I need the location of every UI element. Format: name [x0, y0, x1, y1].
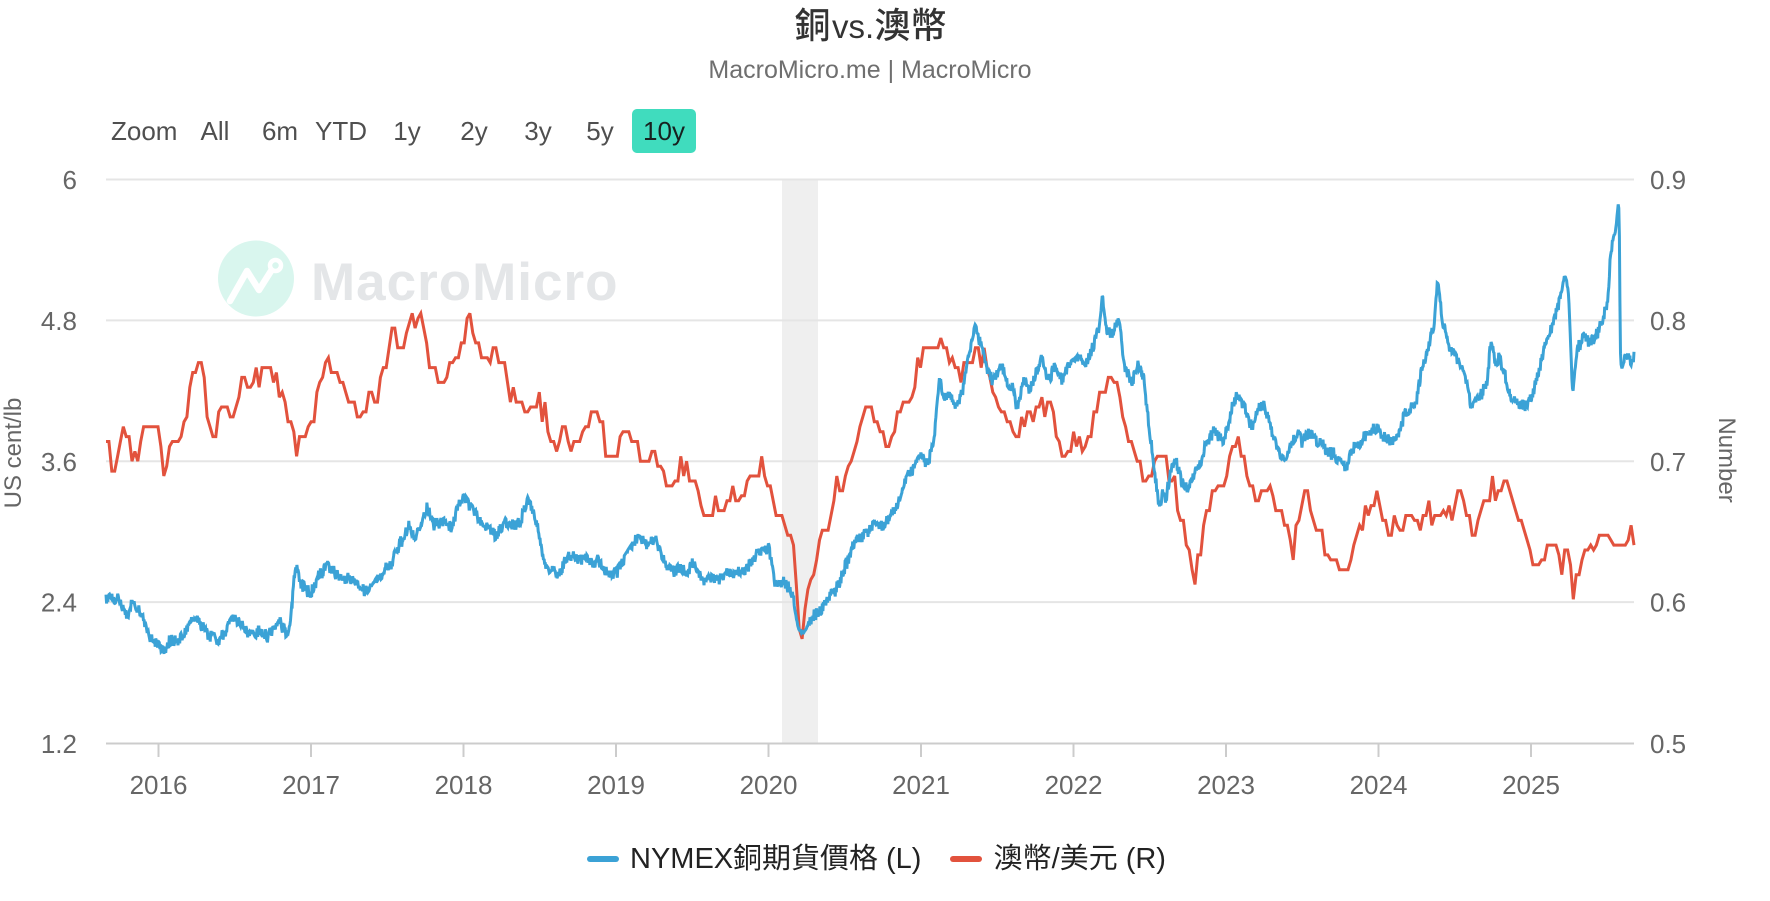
svg-text:2023: 2023 [1197, 770, 1255, 800]
svg-text:Number: Number [1713, 417, 1740, 502]
svg-text:3.6: 3.6 [41, 447, 77, 477]
svg-text:/: / [1052, 843, 1061, 875]
svg-text:0.7: 0.7 [1650, 447, 1686, 477]
svg-text:NYMEX: NYMEX [630, 843, 733, 875]
svg-text:3y: 3y [524, 116, 551, 146]
svg-text:2022: 2022 [1045, 770, 1103, 800]
svg-text:10y: 10y [643, 116, 685, 146]
svg-text:2025: 2025 [1502, 770, 1560, 800]
svg-text:2016: 2016 [130, 770, 188, 800]
svg-text:2y: 2y [460, 116, 487, 146]
svg-text:0.6: 0.6 [1650, 588, 1686, 618]
svg-text:(R): (R) [1126, 843, 1166, 875]
svg-text:6: 6 [63, 165, 77, 195]
svg-text:MacroMicro: MacroMicro [311, 253, 618, 312]
svg-text:MacroMicro.me | MacroMicro: MacroMicro.me | MacroMicro [708, 56, 1031, 84]
svg-text:vs.: vs. [832, 8, 874, 45]
svg-text:0.9: 0.9 [1650, 165, 1686, 195]
svg-text:Zoom: Zoom [111, 116, 177, 146]
svg-text:2.4: 2.4 [41, 588, 77, 618]
svg-text:1.2: 1.2 [41, 729, 77, 759]
svg-text:YTD: YTD [315, 116, 367, 146]
svg-text:2018: 2018 [435, 770, 493, 800]
svg-text:6m: 6m [262, 116, 298, 146]
svg-text:2021: 2021 [892, 770, 950, 800]
svg-text:0.5: 0.5 [1650, 729, 1686, 759]
svg-text:2017: 2017 [282, 770, 340, 800]
svg-text:(L): (L) [886, 843, 921, 875]
svg-text:2019: 2019 [587, 770, 645, 800]
svg-text:0.8: 0.8 [1650, 306, 1686, 336]
svg-text:US cent/lb: US cent/lb [0, 398, 27, 509]
svg-text:1y: 1y [393, 116, 420, 146]
svg-text:2024: 2024 [1350, 770, 1408, 800]
svg-text:All: All [201, 116, 230, 146]
svg-text:5y: 5y [586, 116, 613, 146]
svg-text:4.8: 4.8 [41, 306, 77, 336]
svg-text:2020: 2020 [740, 770, 798, 800]
